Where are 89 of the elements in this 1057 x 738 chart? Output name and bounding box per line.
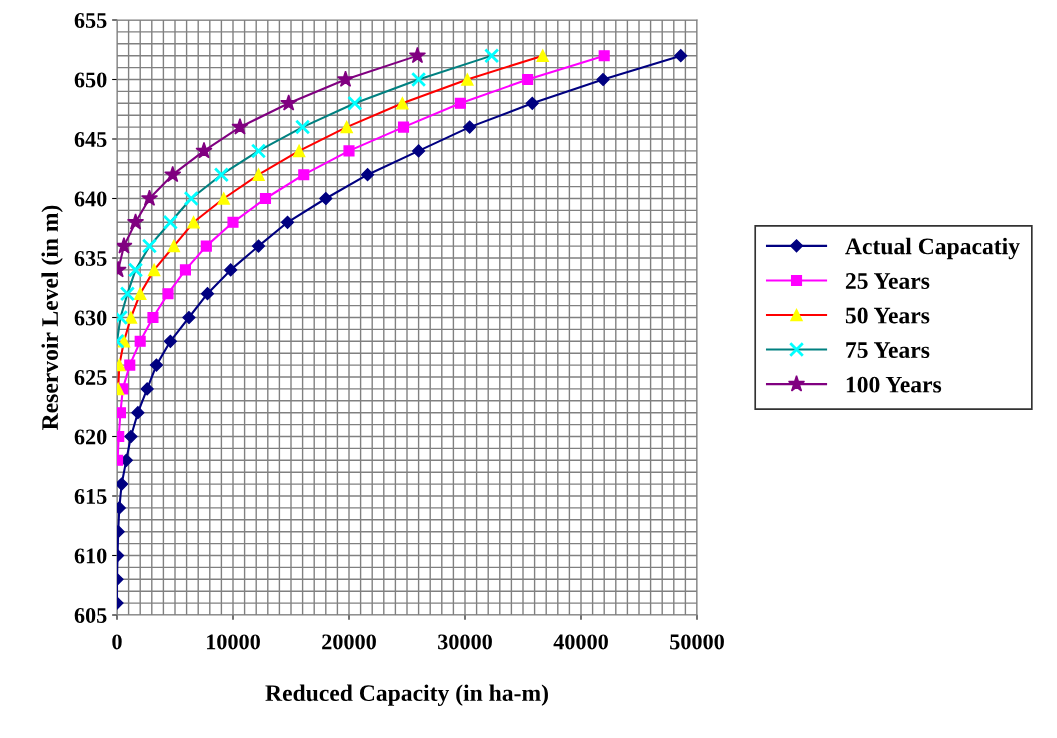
point <box>343 145 355 157</box>
point <box>149 358 164 372</box>
point <box>126 213 145 230</box>
point <box>231 118 249 135</box>
point <box>147 263 161 277</box>
point <box>224 263 238 277</box>
point <box>396 97 409 110</box>
point <box>596 72 610 87</box>
point <box>183 190 199 207</box>
point <box>117 237 133 254</box>
x-axis-title: Reduced Capacity (in ha-m) <box>265 684 548 706</box>
point <box>280 94 298 111</box>
y-tick-label: 635 <box>74 250 107 266</box>
x-tick-label: 50000 <box>670 634 724 650</box>
y-axis-title: Reservoir Level (in m) <box>41 205 63 430</box>
point <box>147 311 159 324</box>
point <box>360 168 375 182</box>
point <box>252 168 265 181</box>
point <box>179 264 191 276</box>
point <box>461 73 474 86</box>
legend-label: Actual Capacatiy <box>845 237 1020 260</box>
point <box>133 287 147 300</box>
y-tick-label: 645 <box>74 131 107 147</box>
point <box>200 287 215 301</box>
point <box>536 49 549 62</box>
point <box>408 46 427 64</box>
point <box>127 262 144 278</box>
point <box>140 189 159 206</box>
point <box>397 121 410 133</box>
legend-label: 100 Years <box>846 376 942 393</box>
y-tick-label: 650 <box>74 72 107 88</box>
point <box>336 70 355 87</box>
point <box>298 169 310 181</box>
x-tick-label: 10000 <box>207 634 260 650</box>
point <box>412 144 426 158</box>
y-tick-label: 655 <box>74 12 107 28</box>
point <box>484 48 500 64</box>
point <box>117 477 129 491</box>
point <box>162 288 174 300</box>
y-tick-label: 605 <box>74 607 107 623</box>
point <box>163 334 177 348</box>
point <box>598 50 610 62</box>
point <box>674 49 688 63</box>
point <box>213 167 230 183</box>
point <box>167 239 181 253</box>
point <box>162 214 178 230</box>
point <box>124 311 138 324</box>
point <box>280 215 295 229</box>
point <box>525 96 539 110</box>
y-tick-label: 620 <box>74 429 107 445</box>
point <box>117 407 127 419</box>
legend-label: 50 Years <box>845 307 930 324</box>
point <box>187 216 200 229</box>
point <box>319 191 333 206</box>
x-tick-label: 40000 <box>553 634 608 650</box>
point <box>134 335 146 347</box>
point <box>340 120 353 134</box>
point <box>259 192 272 205</box>
point <box>131 406 145 420</box>
point <box>294 119 311 135</box>
point <box>195 141 213 159</box>
x-tick-label: 20000 <box>322 634 376 650</box>
point <box>292 144 306 158</box>
y-tick-label: 630 <box>74 310 107 326</box>
point <box>182 310 196 325</box>
point <box>522 73 534 86</box>
point <box>200 240 212 252</box>
y-tick-label: 640 <box>74 191 107 207</box>
x-tick-label: 30000 <box>438 634 492 650</box>
y-tick-label: 625 <box>74 369 107 385</box>
point <box>217 192 230 205</box>
point <box>250 143 267 159</box>
point <box>251 239 266 253</box>
point <box>141 238 158 254</box>
y-tick-label: 610 <box>74 548 107 564</box>
point <box>124 359 136 371</box>
point <box>124 429 138 444</box>
point <box>410 71 427 88</box>
x-tick-label: 0 <box>112 634 122 650</box>
point <box>119 286 136 302</box>
point <box>140 382 154 396</box>
point <box>454 97 466 109</box>
point <box>347 95 363 111</box>
legend-label: 75 Years <box>846 342 930 359</box>
point <box>164 165 182 183</box>
legend-label: 25 Years <box>845 273 930 289</box>
y-tick-label: 615 <box>74 488 107 504</box>
point <box>227 216 239 228</box>
point <box>463 120 477 134</box>
